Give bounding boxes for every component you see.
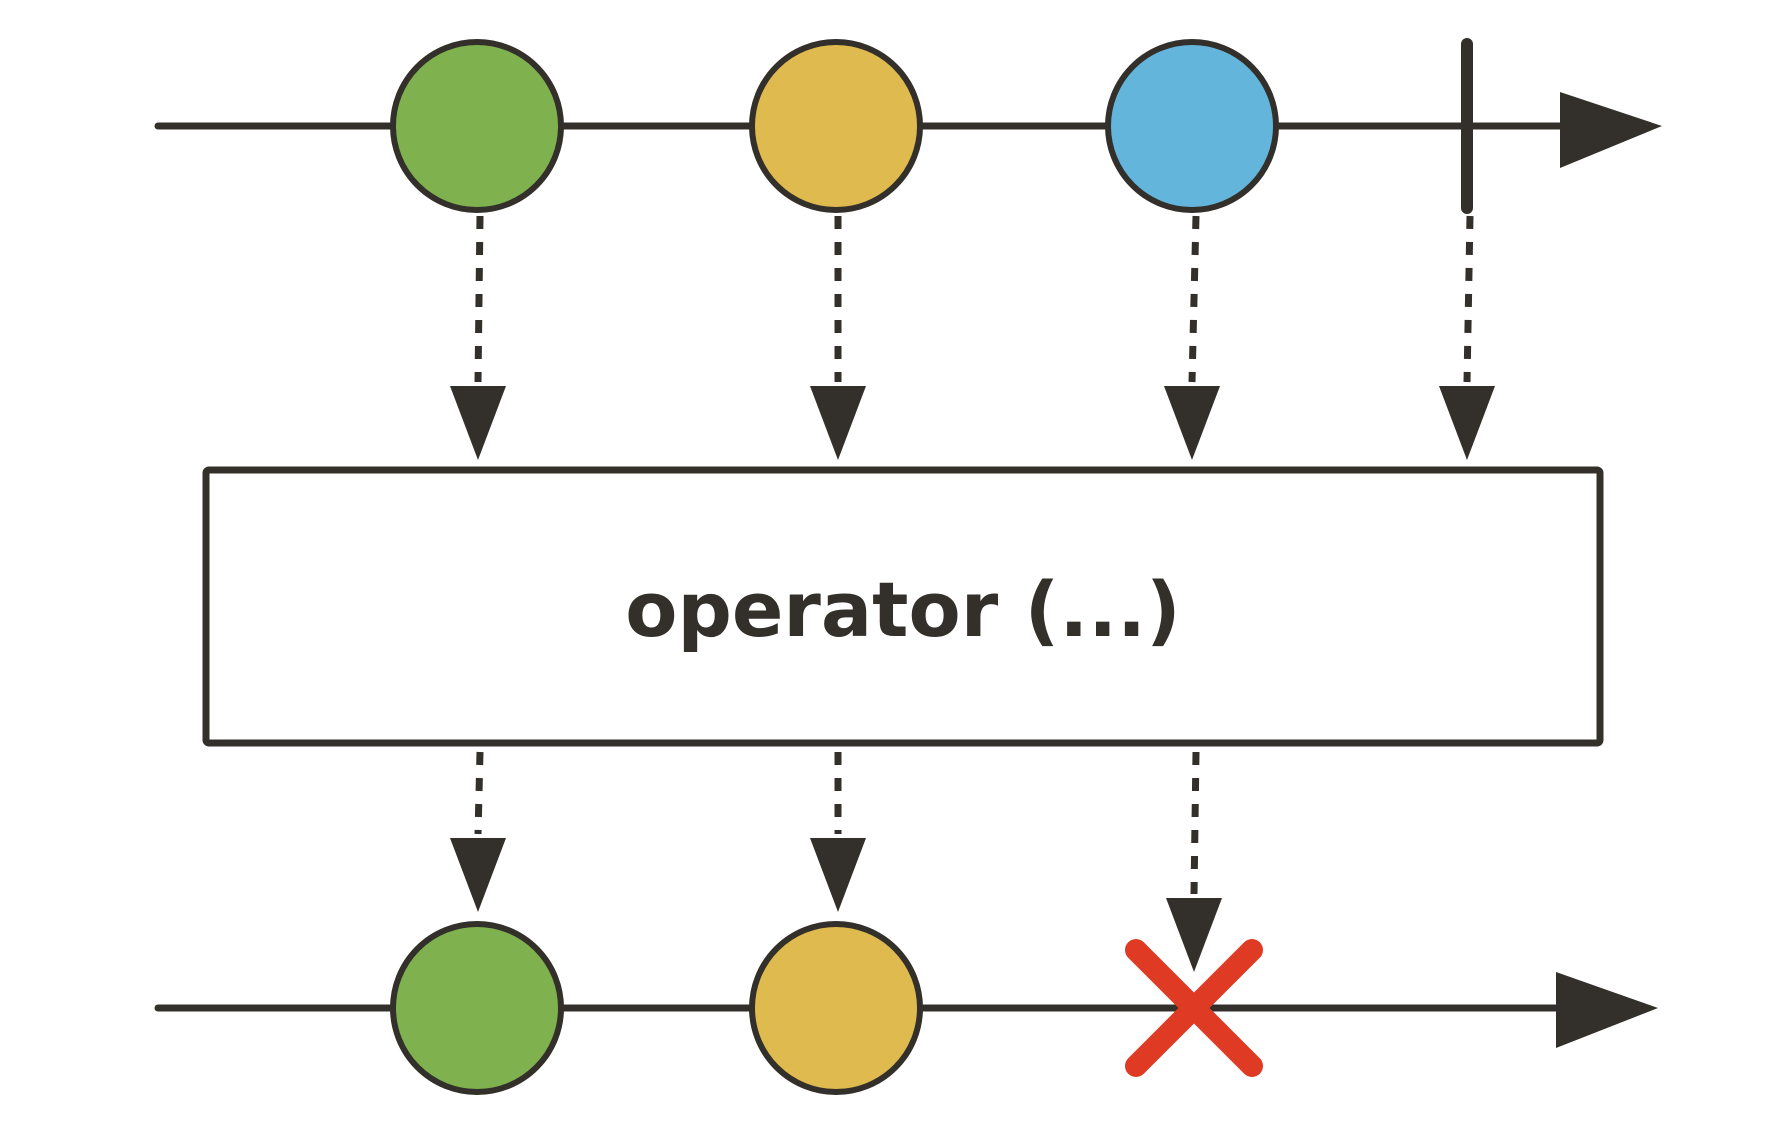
input-timeline-arrowhead [1560, 92, 1662, 168]
output-marble-green [390, 921, 564, 1095]
input-marble-green [390, 39, 564, 213]
error-x-icon [1125, 939, 1263, 1077]
operator-box-frame [202, 466, 1604, 747]
input-to-operator-arrows [450, 215, 1495, 460]
operator-to-output-arrows [450, 751, 1222, 972]
input-marbles [390, 38, 1473, 214]
arrow-completion-to-operator [1439, 215, 1495, 460]
arrow-blue-to-operator [1164, 215, 1220, 460]
output-marbles [390, 921, 1263, 1095]
operator-label: operator (...) [625, 565, 1181, 654]
operator-box: operator (...) [202, 466, 1604, 747]
arrow-operator-to-yellow [810, 752, 866, 912]
input-marble-yellow [749, 39, 923, 213]
arrow-operator-to-error [1166, 751, 1222, 972]
input-marble-blue [1105, 39, 1279, 213]
output-timeline-arrowhead [1556, 972, 1658, 1048]
output-marble-yellow [749, 921, 923, 1095]
arrow-green-to-operator [450, 215, 506, 460]
arrow-yellow-to-operator [810, 216, 866, 460]
arrow-operator-to-green [450, 751, 506, 912]
